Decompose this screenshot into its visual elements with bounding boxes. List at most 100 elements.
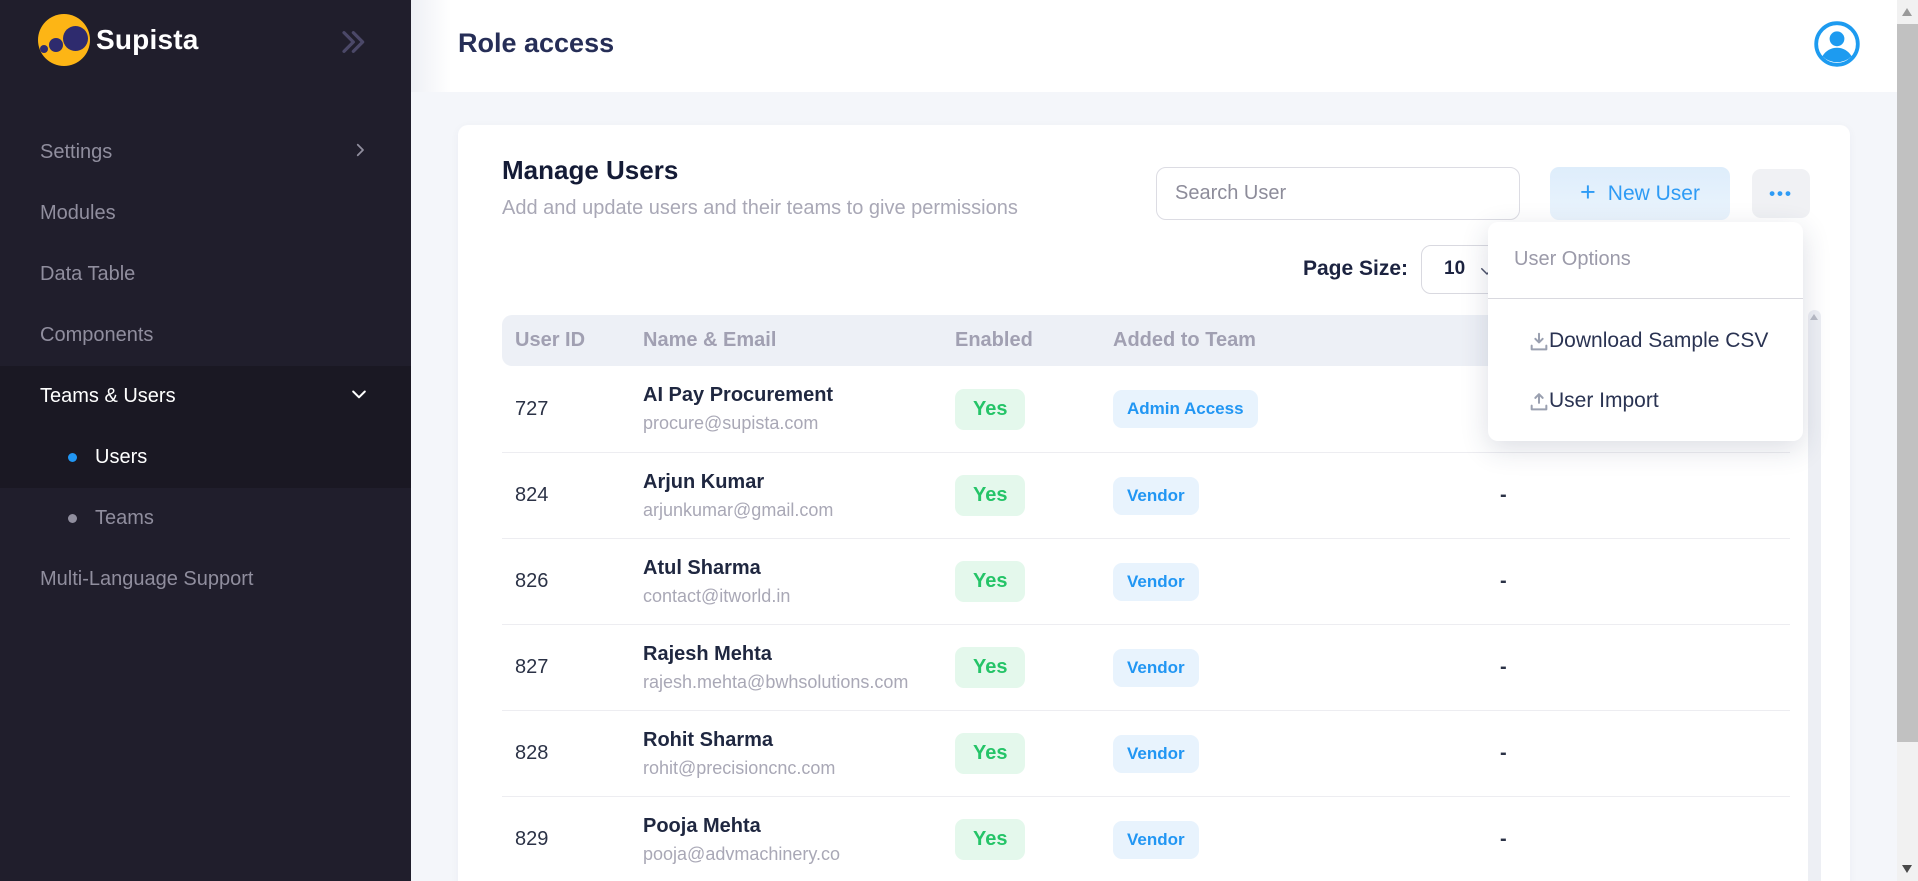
user-options-title: User Options bbox=[1514, 248, 1631, 270]
menu-item-download-sample-csv[interactable]: Download Sample CSV bbox=[1528, 326, 1768, 356]
sidebar-item-label: Multi-Language Support bbox=[40, 568, 254, 590]
column-header-user-id: User ID bbox=[515, 329, 586, 351]
brand-logo: Supista bbox=[38, 12, 199, 68]
user-avatar-icon[interactable] bbox=[1813, 20, 1861, 68]
sidebar-nav: Settings Modules Data Table Components T… bbox=[0, 122, 411, 610]
menu-item-user-import[interactable]: User Import bbox=[1528, 386, 1659, 416]
user-email: rohit@precisioncnc.com bbox=[643, 757, 836, 778]
sidebar-item-data-table[interactable]: Data Table bbox=[0, 244, 411, 305]
main-content: Manage Users Add and update users and th… bbox=[411, 92, 1897, 881]
sidebar-item-teams[interactable]: Teams bbox=[0, 488, 411, 549]
team-badge: Vendor bbox=[1113, 476, 1199, 515]
window-scrollbar[interactable] bbox=[1897, 0, 1918, 881]
enabled-badge: Yes bbox=[955, 561, 1026, 602]
sidebar-item-label: Settings bbox=[40, 141, 113, 163]
team-badge: Vendor bbox=[1113, 648, 1199, 687]
sidebar-item-label: Users bbox=[95, 446, 148, 468]
menu-divider bbox=[1488, 298, 1803, 299]
user-name: Rajesh Mehta bbox=[643, 642, 772, 665]
sidebar-collapse-icon[interactable] bbox=[335, 26, 369, 63]
user-email: arjunkumar@gmail.com bbox=[643, 499, 834, 520]
user-id: 827 bbox=[515, 656, 549, 678]
scroll-down-icon[interactable] bbox=[1902, 865, 1912, 873]
sidebar-item-label: Data Table bbox=[40, 263, 136, 285]
user-name: Pooja Mehta bbox=[643, 814, 761, 837]
team-extra: - bbox=[1500, 656, 1507, 678]
bullet-icon bbox=[68, 453, 77, 462]
user-id: 824 bbox=[515, 484, 549, 506]
enabled-badge: Yes bbox=[955, 733, 1026, 774]
table-row[interactable]: 727 AI Pay Procurement procure@supista.c… bbox=[502, 366, 1790, 452]
page-size-label: Page Size: bbox=[1303, 257, 1409, 280]
menu-item-label: Download Sample CSV bbox=[1549, 329, 1769, 352]
scroll-up-icon[interactable] bbox=[1810, 314, 1818, 320]
download-icon bbox=[1528, 331, 1550, 359]
team-extra: - bbox=[1500, 742, 1507, 764]
user-id: 727 bbox=[515, 397, 549, 420]
enabled-badge: Yes bbox=[955, 388, 1026, 430]
user-email: pooja@advmachinery.co bbox=[643, 843, 841, 864]
upload-icon bbox=[1528, 391, 1550, 419]
new-user-button[interactable]: + New User bbox=[1550, 167, 1730, 220]
table-row[interactable]: 824 Arjun Kumar arjunkumar@gmail.com Yes… bbox=[502, 452, 1790, 538]
column-header-added-to-team: Added to Team bbox=[1113, 329, 1256, 351]
user-name: AI Pay Procurement bbox=[643, 384, 834, 406]
user-email: contact@itworld.in bbox=[643, 585, 791, 606]
column-header-enabled: Enabled bbox=[955, 329, 1033, 351]
user-id: 826 bbox=[515, 570, 549, 592]
more-options-button[interactable]: ••• bbox=[1752, 169, 1810, 218]
team-badge: Vendor bbox=[1113, 734, 1199, 773]
sidebar-item-label: Teams & Users bbox=[40, 385, 176, 407]
user-name: Atul Sharma bbox=[643, 556, 761, 579]
bullet-icon bbox=[68, 514, 77, 523]
table-scrollbar[interactable] bbox=[1808, 310, 1821, 881]
chevron-right-icon bbox=[351, 141, 369, 165]
sidebar-item-settings[interactable]: Settings bbox=[0, 122, 411, 183]
scroll-up-icon[interactable] bbox=[1902, 8, 1912, 16]
card-title: Manage Users bbox=[502, 155, 679, 185]
sidebar: Supista Settings Modules Data Table Comp… bbox=[0, 0, 411, 881]
team-badge: Vendor bbox=[1113, 820, 1199, 859]
table-row[interactable]: 829 Pooja Mehta pooja@advmachinery.co Ye… bbox=[502, 796, 1790, 881]
sidebar-item-users[interactable]: Users bbox=[0, 427, 411, 488]
search-input[interactable] bbox=[1156, 167, 1520, 220]
team-badge: Vendor bbox=[1113, 562, 1199, 601]
brand-name: Supista bbox=[96, 24, 199, 55]
team-badge: Admin Access bbox=[1113, 390, 1258, 428]
user-name: Rohit Sharma bbox=[643, 728, 774, 751]
user-options-menu: User Options Download Sample CSV User Im… bbox=[1488, 222, 1803, 441]
sidebar-item-multi-language-support[interactable]: Multi-Language Support bbox=[0, 549, 411, 610]
enabled-badge: Yes bbox=[955, 819, 1026, 860]
menu-item-label: User Import bbox=[1549, 389, 1659, 412]
column-header-name-email: Name & Email bbox=[643, 329, 777, 351]
sidebar-item-label: Teams bbox=[95, 507, 154, 529]
scrollbar-thumb[interactable] bbox=[1897, 24, 1918, 742]
sidebar-item-components[interactable]: Components bbox=[0, 305, 411, 366]
sidebar-group-teams-users: Teams & Users Users bbox=[0, 366, 411, 488]
page-title: Role access bbox=[458, 28, 615, 58]
user-name: Arjun Kumar bbox=[643, 470, 765, 493]
user-id: 829 bbox=[515, 828, 549, 850]
card-subtitle: Add and update users and their teams to … bbox=[502, 197, 1018, 219]
enabled-badge: Yes bbox=[955, 647, 1026, 688]
sidebar-item-label: Components bbox=[40, 324, 154, 346]
table-row[interactable]: 826 Atul Sharma contact@itworld.in Yes V… bbox=[502, 538, 1790, 624]
sidebar-item-label: Modules bbox=[40, 202, 116, 224]
new-user-label: New User bbox=[1607, 181, 1700, 205]
top-header: Role access bbox=[411, 0, 1897, 92]
user-email: rajesh.mehta@bwhsolutions.com bbox=[643, 671, 909, 692]
team-extra: - bbox=[1500, 828, 1507, 850]
enabled-badge: Yes bbox=[955, 475, 1026, 516]
table-row[interactable]: 828 Rohit Sharma rohit@precisioncnc.com … bbox=[502, 710, 1790, 796]
table-row[interactable]: 827 Rajesh Mehta rajesh.mehta@bwhsolutio… bbox=[502, 624, 1790, 710]
team-extra: - bbox=[1500, 570, 1507, 592]
sidebar-item-modules[interactable]: Modules bbox=[0, 183, 411, 244]
user-email: procure@supista.com bbox=[643, 413, 819, 433]
page-size-value: 10 bbox=[1444, 258, 1466, 279]
plus-icon: + bbox=[1580, 176, 1596, 207]
sidebar-item-teams-and-users[interactable]: Teams & Users bbox=[0, 366, 411, 427]
supista-logo-icon bbox=[38, 14, 90, 66]
chevron-down-icon bbox=[349, 384, 369, 410]
team-extra: - bbox=[1500, 484, 1507, 506]
user-id: 828 bbox=[515, 742, 549, 764]
